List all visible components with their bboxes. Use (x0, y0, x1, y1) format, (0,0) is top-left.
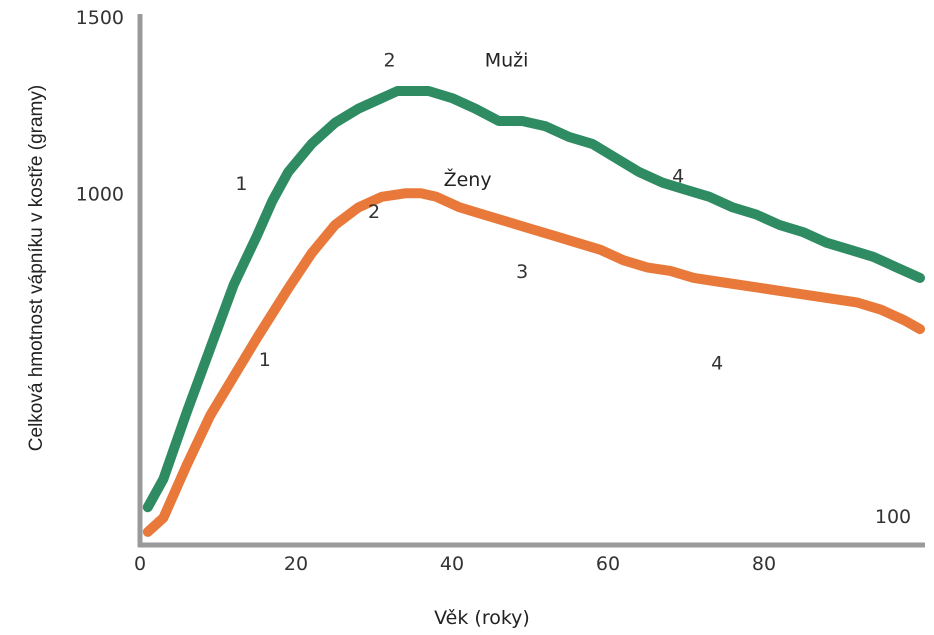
phase-annotation: 2 (384, 49, 396, 71)
series-label: Muži (485, 49, 529, 71)
phase-annotations: 1 2 4 1 2 3 4 (235, 49, 723, 374)
y-tick-label: 1000 (76, 183, 124, 205)
x-axis-title: Věk (roky) (434, 607, 530, 629)
series-line-men (142, 86, 925, 513)
plot-lines (142, 86, 925, 537)
x-tick-label: 0 (134, 553, 146, 575)
y-tick-label: 1500 (76, 7, 124, 29)
x-tick-label: 20 (284, 553, 308, 575)
phase-annotation: 2 (368, 201, 380, 223)
series-line-women (142, 188, 925, 537)
x-tick-label: 40 (440, 553, 464, 575)
x-tick-label: 80 (752, 553, 776, 575)
x-tick-label: 60 (596, 553, 620, 575)
phase-annotation: 1 (259, 349, 271, 371)
phase-annotation: 4 (672, 166, 684, 188)
y-ticks: 1000 1500 (76, 7, 124, 205)
series-label: Ženy (444, 168, 492, 191)
x-ticks: 0 20 40 60 80 100 (134, 506, 911, 575)
phase-annotation: 4 (711, 353, 723, 375)
series-labels: Muži Ženy (444, 49, 529, 191)
phase-annotation: 1 (235, 173, 247, 195)
x-tick-label: 100 (875, 506, 911, 528)
y-axis-title: Celková hmotnost vápníku v kostře (gramy… (26, 85, 47, 451)
phase-annotation: 3 (516, 261, 528, 283)
